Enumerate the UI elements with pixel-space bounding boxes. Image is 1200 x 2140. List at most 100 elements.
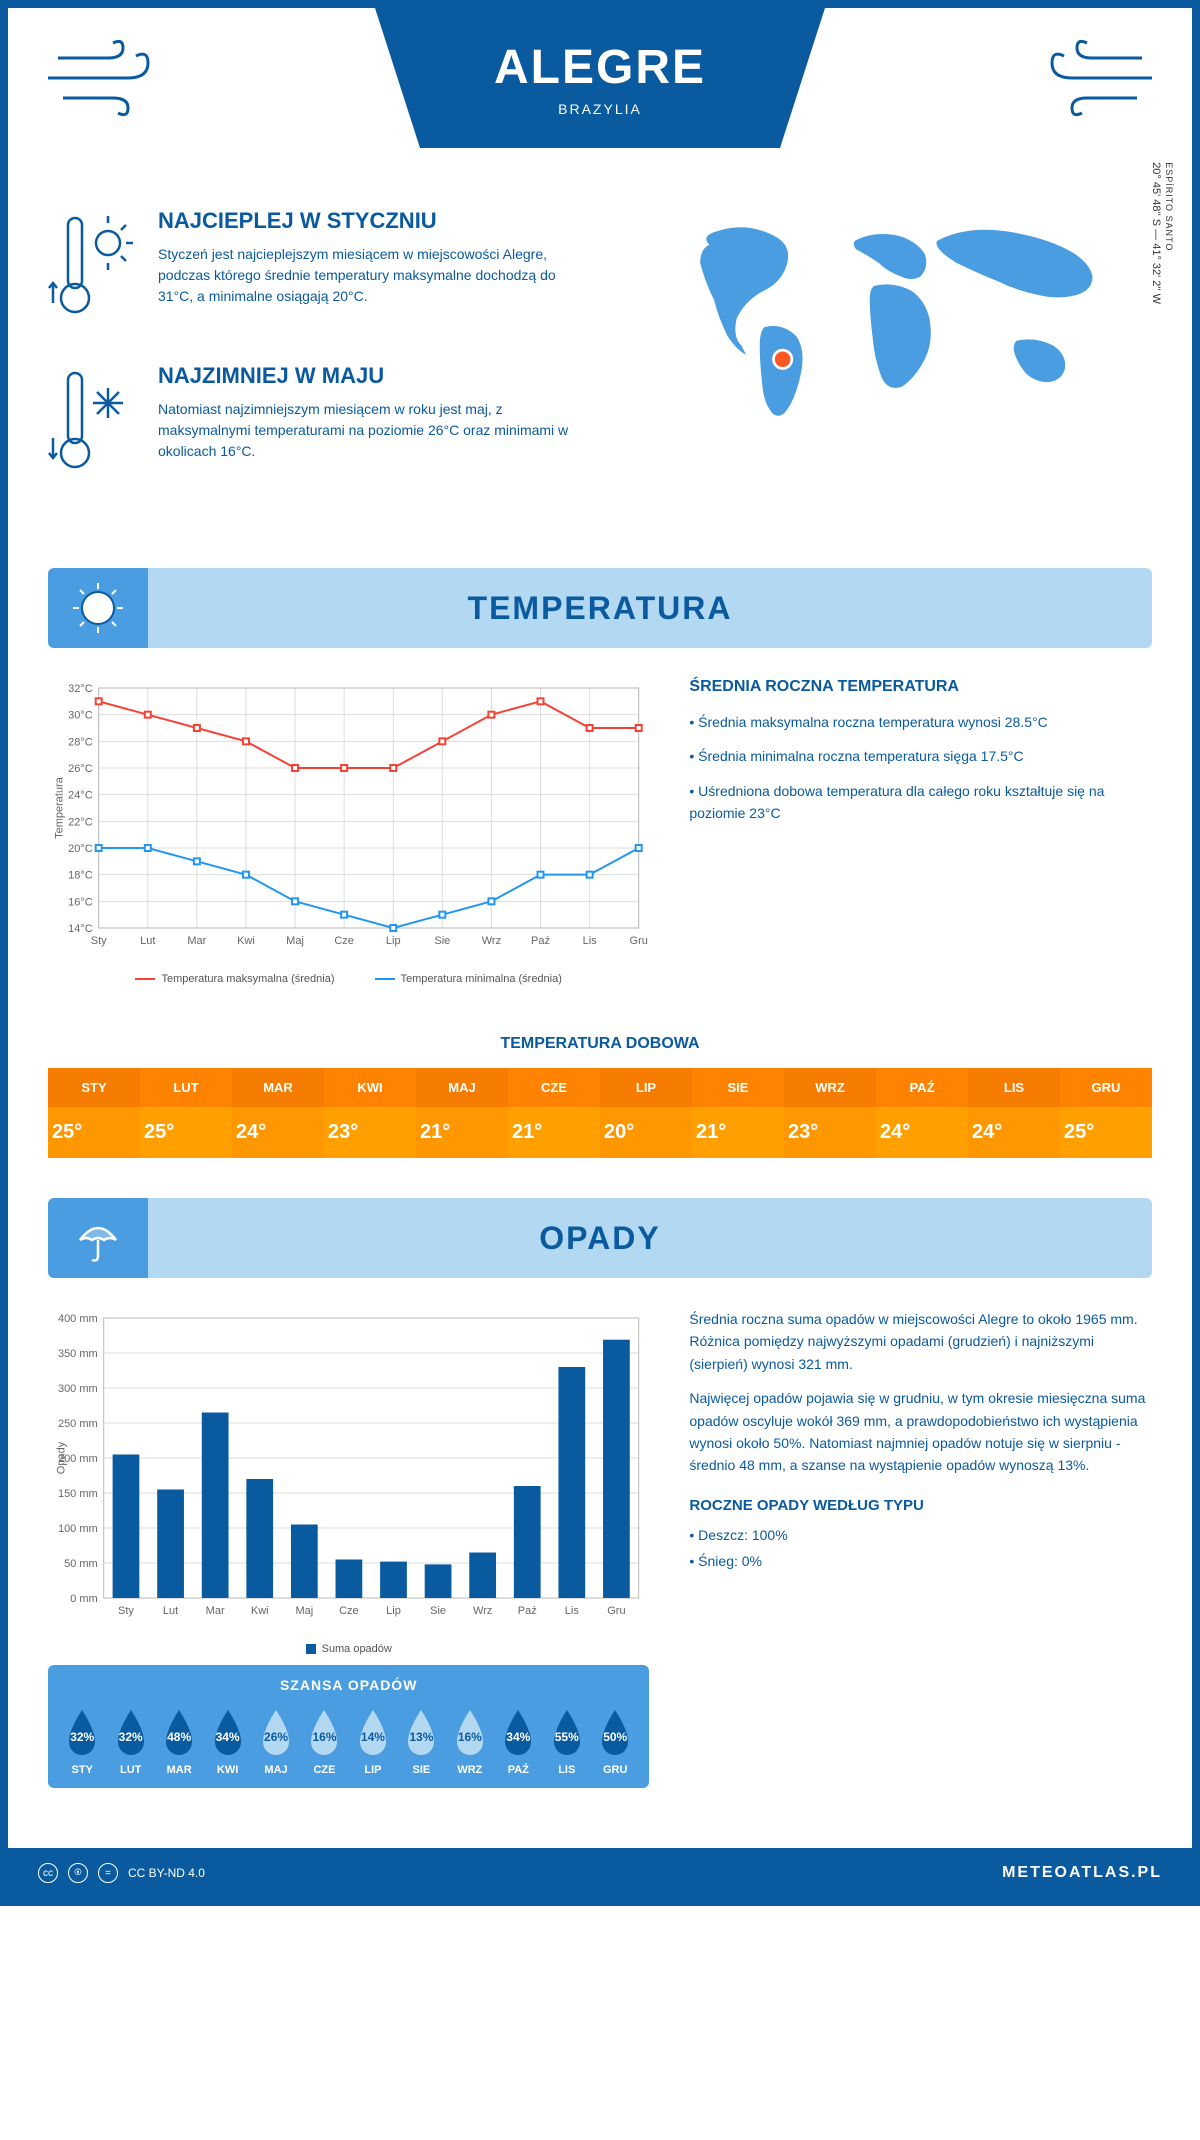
page: ALEGRE BRAZYLIA NAJCIEPLEJ W STYCZNIU St… [0, 0, 1200, 1906]
daily-temp-cell: 25° [1060, 1107, 1152, 1158]
daily-month-header: STY [48, 1068, 140, 1107]
thermometer-cold-icon [48, 363, 138, 488]
svg-text:350 mm: 350 mm [58, 1348, 98, 1360]
svg-text:14°C: 14°C [68, 923, 93, 935]
avg-temp-title: ŚREDNIA ROCZNA TEMPERATURA [689, 678, 1152, 696]
footer: cc 🅯 = CC BY-ND 4.0 METEOATLAS.PL [8, 1848, 1192, 1898]
city-name: ALEGRE [494, 40, 706, 95]
daily-month-header: PAŹ [876, 1068, 968, 1107]
intro-left: NAJCIEPLEJ W STYCZNIU Styczeń jest najci… [48, 208, 585, 518]
svg-text:Mar: Mar [206, 1605, 225, 1617]
svg-text:Wrz: Wrz [482, 935, 501, 947]
rain-drop-item: 32%STY [60, 1708, 104, 1776]
temp-bullet: • Średnia maksymalna roczna temperatura … [689, 711, 1152, 733]
region: ESPÍRITO SANTO [1164, 162, 1174, 304]
svg-text:Sie: Sie [430, 1605, 446, 1617]
daily-month-header: SIE [692, 1068, 784, 1107]
daily-temp-cell: 21° [508, 1107, 600, 1158]
wind-icon-left [38, 38, 168, 123]
svg-text:400 mm: 400 mm [58, 1313, 98, 1325]
coords-value: 20° 45' 48'' S — 41° 32' 2'' W [1150, 162, 1162, 304]
svg-text:0 mm: 0 mm [70, 1593, 98, 1605]
precipitation-section-header: OPADY [48, 1198, 1152, 1278]
warmest-title: NAJCIEPLEJ W STYCZNIU [158, 208, 585, 234]
rain-drop-item: 48%MAR [157, 1708, 201, 1776]
temp-bullet: • Średnia minimalna roczna temperatura s… [689, 745, 1152, 767]
svg-text:18°C: 18°C [68, 870, 93, 882]
precipitation-title: OPADY [539, 1220, 660, 1257]
header: ALEGRE BRAZYLIA [8, 8, 1192, 188]
svg-text:Sty: Sty [118, 1605, 134, 1617]
daily-temp-cell: 23° [324, 1107, 416, 1158]
svg-text:Opady: Opady [56, 1441, 68, 1474]
svg-text:16°C: 16°C [68, 896, 93, 908]
svg-text:100 mm: 100 mm [58, 1523, 98, 1535]
rain-drop-item: 34%PAŹ [496, 1708, 540, 1776]
precip-text-2: Najwięcej opadów pojawia się w grudniu, … [689, 1387, 1152, 1477]
precipitation-chart: 0 mm50 mm100 mm150 mm200 mm250 mm300 mm3… [48, 1308, 649, 1788]
license-text: CC BY-ND 4.0 [128, 1866, 205, 1880]
rain-chance-panel: SZANSA OPADÓW 32%STY32%LUT48%MAR34%KWI26… [48, 1665, 649, 1788]
rain-drop-item: 16%CZE [302, 1708, 346, 1776]
daily-temp-cell: 24° [968, 1107, 1060, 1158]
svg-text:Maj: Maj [295, 1605, 313, 1617]
svg-text:24°C: 24°C [68, 790, 93, 802]
rain-chance-title: SZANSA OPADÓW [60, 1677, 637, 1693]
svg-text:30°C: 30°C [68, 710, 93, 722]
warmest-block: NAJCIEPLEJ W STYCZNIU Styczeń jest najci… [48, 208, 585, 333]
svg-text:Paź: Paź [531, 935, 550, 947]
svg-text:Maj: Maj [286, 935, 304, 947]
temperature-chart: 14°C16°C18°C20°C22°C24°C26°C28°C30°C32°C… [48, 678, 649, 985]
rain-drop-item: 50%GRU [593, 1708, 637, 1776]
daily-month-header: CZE [508, 1068, 600, 1107]
daily-temp-cell: 24° [876, 1107, 968, 1158]
temperature-title: TEMPERATURA [468, 590, 733, 627]
precip-text-1: Średnia roczna suma opadów w miejscowośc… [689, 1308, 1152, 1375]
daily-temp-cell: 21° [416, 1107, 508, 1158]
daily-temp-cell: 25° [140, 1107, 232, 1158]
daily-month-header: MAR [232, 1068, 324, 1107]
daily-month-header: GRU [1060, 1068, 1152, 1107]
daily-temp-cell: 23° [784, 1107, 876, 1158]
daily-temp-cell: 24° [232, 1107, 324, 1158]
precipitation-legend: Suma opadów [48, 1643, 649, 1655]
svg-text:Paź: Paź [518, 1605, 537, 1617]
daily-month-header: LIP [600, 1068, 692, 1107]
legend-min: Temperatura minimalna (średnia) [401, 973, 562, 985]
world-map [615, 208, 1152, 428]
svg-text:Wrz: Wrz [473, 1605, 492, 1617]
svg-text:Gru: Gru [630, 935, 648, 947]
intro-section: NAJCIEPLEJ W STYCZNIU Styczeń jest najci… [8, 188, 1192, 548]
svg-text:22°C: 22°C [68, 816, 93, 828]
rain-drop-item: 26%MAJ [254, 1708, 298, 1776]
precip-type-block: ROCZNE OPADY WEDŁUG TYPU • Deszcz: 100% … [689, 1497, 1152, 1573]
coldest-title: NAJZIMNIEJ W MAJU [158, 363, 585, 389]
temperature-section-header: TEMPERATURA [48, 568, 1152, 648]
warmest-text: Styczeń jest najcieplejszym miesiącem w … [158, 244, 585, 307]
precip-snow: • Śnieg: 0% [689, 1550, 1152, 1572]
rain-drop-item: 16%WRZ [448, 1708, 492, 1776]
temperature-side-text: ŚREDNIA ROCZNA TEMPERATURA • Średnia mak… [689, 678, 1152, 985]
umbrella-icon [48, 1198, 148, 1278]
coldest-block: NAJZIMNIEJ W MAJU Natomiast najzimniejsz… [48, 363, 585, 488]
daily-month-header: MAJ [416, 1068, 508, 1107]
nd-icon: = [98, 1863, 118, 1883]
svg-text:32°C: 32°C [68, 683, 93, 695]
header-banner: ALEGRE BRAZYLIA [375, 8, 825, 148]
rain-drop-item: 34%KWI [205, 1708, 249, 1776]
intro-right: ESPÍRITO SANTO 20° 45' 48'' S — 41° 32' … [615, 208, 1152, 518]
daily-temp-table: STYLUTMARKWIMAJCZELIPSIEWRZPAŹLISGRU25°2… [48, 1068, 1152, 1158]
svg-text:Lip: Lip [386, 1605, 401, 1617]
precip-type-title: ROCZNE OPADY WEDŁUG TYPU [689, 1497, 1152, 1514]
svg-text:Lis: Lis [565, 1605, 580, 1617]
daily-temp-cell: 25° [48, 1107, 140, 1158]
daily-temp-cell: 21° [692, 1107, 784, 1158]
footer-license: cc 🅯 = CC BY-ND 4.0 [38, 1863, 205, 1883]
wind-icon-right [1032, 38, 1162, 123]
cc-icon: cc [38, 1863, 58, 1883]
footer-site: METEOATLAS.PL [1002, 1864, 1162, 1882]
daily-temp-cell: 20° [600, 1107, 692, 1158]
svg-text:Cze: Cze [339, 1605, 359, 1617]
daily-temp-title: TEMPERATURA DOBOWA [8, 1035, 1192, 1053]
legend-max: Temperatura maksymalna (średnia) [161, 973, 334, 985]
